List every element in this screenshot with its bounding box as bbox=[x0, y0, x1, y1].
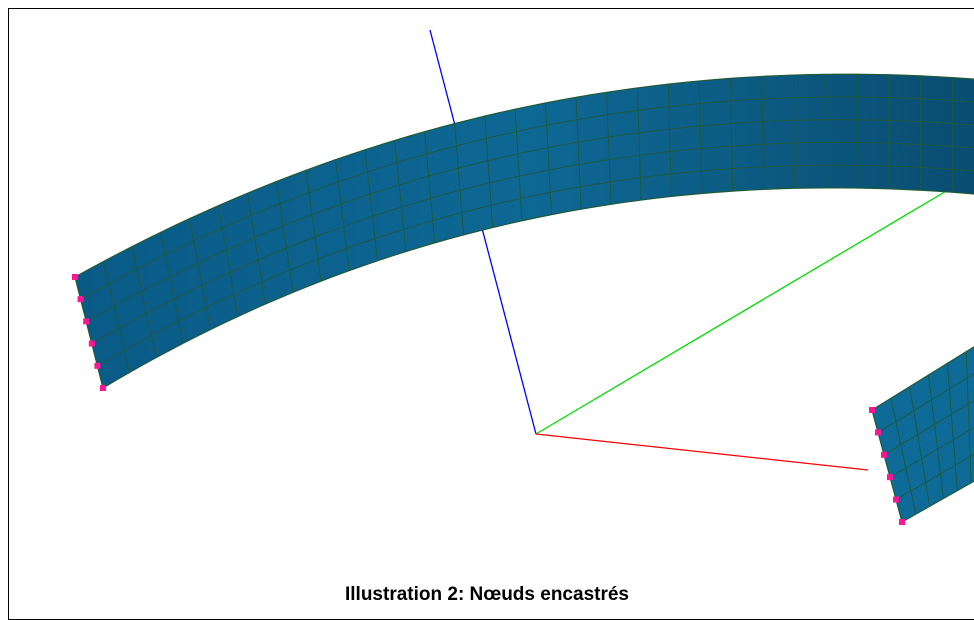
axis-x-line bbox=[536, 434, 868, 470]
clamped-node-marker bbox=[869, 407, 875, 413]
shell-surface bbox=[75, 74, 974, 388]
clamped-node-marker bbox=[887, 474, 893, 480]
clamped-node-marker bbox=[899, 519, 905, 525]
clamped-node-marker bbox=[89, 341, 95, 347]
clamped-node-marker bbox=[78, 296, 84, 302]
axis-y-line bbox=[536, 190, 948, 434]
clamped-node-marker bbox=[893, 497, 899, 503]
clamped-node-marker bbox=[100, 385, 106, 391]
clamped-node-marker bbox=[881, 452, 887, 458]
clamped-node-marker bbox=[94, 363, 100, 369]
figure-caption: Illustration 2: Nœuds encastrés bbox=[0, 584, 974, 606]
curved-shell-main bbox=[75, 74, 974, 388]
clamped-node-marker bbox=[83, 318, 89, 324]
curved-shell-second bbox=[872, 340, 974, 522]
clamped-node-marker bbox=[875, 429, 881, 435]
clamped-node-marker bbox=[72, 274, 78, 280]
